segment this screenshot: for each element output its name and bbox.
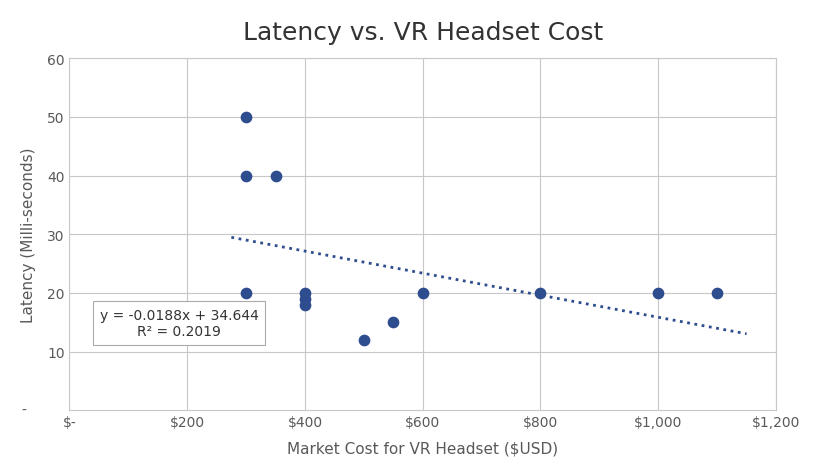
Point bbox=[534, 289, 547, 297]
Point bbox=[357, 336, 370, 344]
Title: Latency vs. VR Headset Cost: Latency vs. VR Headset Cost bbox=[242, 21, 603, 45]
Point bbox=[298, 301, 311, 309]
Y-axis label: Latency (Milli-seconds): Latency (Milli-seconds) bbox=[21, 147, 36, 322]
Point bbox=[710, 289, 723, 297]
Text: y = -0.0188x + 34.644
R² = 0.2019: y = -0.0188x + 34.644 R² = 0.2019 bbox=[99, 308, 259, 338]
Point bbox=[387, 319, 400, 327]
Point bbox=[298, 289, 311, 297]
Point bbox=[240, 289, 253, 297]
Point bbox=[298, 295, 311, 303]
X-axis label: Market Cost for VR Headset ($USD): Market Cost for VR Headset ($USD) bbox=[287, 440, 558, 455]
Point bbox=[652, 289, 665, 297]
Point bbox=[269, 172, 282, 180]
Point bbox=[416, 289, 429, 297]
Point bbox=[240, 114, 253, 121]
Text: -: - bbox=[21, 403, 26, 417]
Point bbox=[240, 172, 253, 180]
